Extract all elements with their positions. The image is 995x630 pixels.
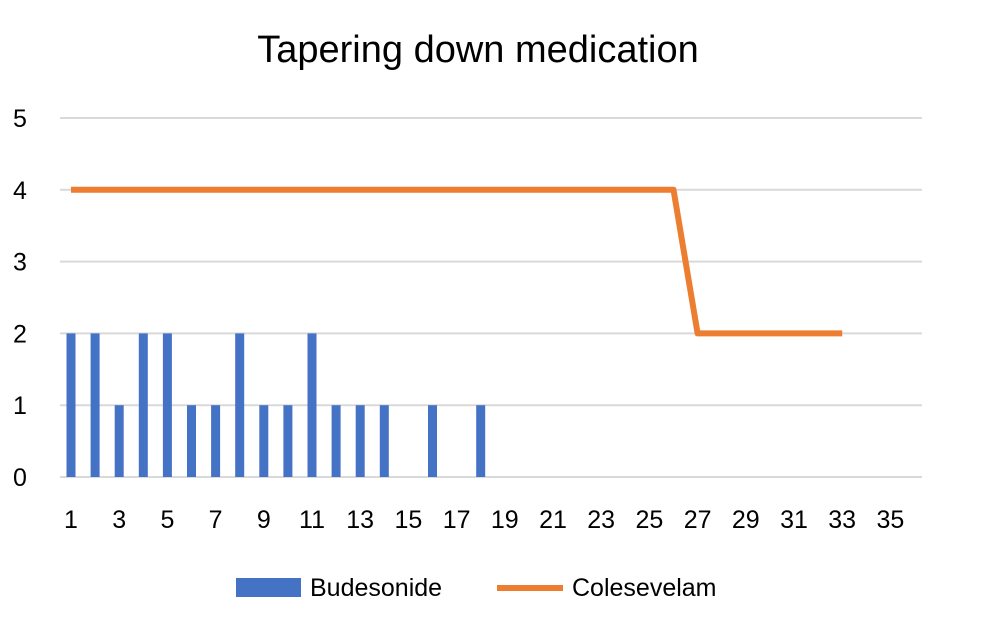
y-tick-label: 3	[13, 249, 27, 277]
chart-title: Tapering down medication	[257, 29, 699, 71]
bar-budesonide	[428, 405, 437, 477]
y-tick-label: 0	[13, 464, 27, 492]
x-tick-label: 27	[684, 506, 712, 534]
y-axis-ticks: 0 1 2 3 4 5	[13, 105, 27, 492]
x-tick-label: 25	[635, 506, 663, 534]
legend-label-colesevelam: Colesevelam	[572, 574, 717, 602]
bar-budesonide	[307, 333, 317, 477]
bar-budesonide	[355, 405, 365, 477]
x-tick-label: 5	[160, 506, 174, 534]
x-tick-label: 17	[443, 506, 471, 534]
bar-budesonide	[331, 405, 341, 477]
bar-budesonide	[283, 405, 293, 477]
x-tick-label: 13	[346, 506, 374, 534]
x-tick-label: 21	[539, 506, 567, 534]
legend-swatch-budesonide	[236, 578, 301, 597]
x-tick-label: 19	[491, 506, 519, 534]
bar-budesonide	[66, 333, 76, 477]
line-colesevelam	[71, 186, 843, 337]
x-tick-label: 29	[732, 506, 760, 534]
x-tick-label: 7	[209, 506, 223, 534]
bar-budesonide	[235, 333, 245, 477]
x-tick-label: 3	[112, 506, 126, 534]
y-tick-label: 4	[13, 177, 27, 205]
y-tick-label: 5	[13, 105, 27, 133]
legend-label-budesonide: Budesonide	[310, 574, 442, 602]
legend: Budesonide Colesevelam	[236, 574, 717, 602]
budesonide-bars	[66, 333, 486, 477]
bar-budesonide	[476, 405, 486, 477]
bar-budesonide	[138, 333, 148, 477]
x-tick-label: 33	[828, 506, 856, 534]
x-tick-label: 1	[64, 506, 78, 534]
x-axis-ticks: 1 3 5 7 9 11 13 15 17 19 21 23 25 27 29 31 33 35	[64, 506, 904, 534]
bar-budesonide	[187, 405, 196, 477]
x-tick-label: 23	[587, 506, 615, 534]
y-tick-label: 1	[13, 392, 27, 420]
x-tick-label: 31	[780, 506, 808, 534]
x-tick-label: 35	[876, 506, 904, 534]
x-tick-label: 9	[257, 506, 271, 534]
bar-budesonide	[379, 405, 389, 477]
bar-budesonide	[211, 405, 221, 477]
x-tick-label: 15	[394, 506, 422, 534]
colesevelam-line-group	[71, 186, 843, 337]
y-tick-label: 2	[13, 320, 27, 348]
bar-budesonide	[90, 333, 100, 477]
x-tick-label: 11	[299, 506, 325, 534]
bar-budesonide	[114, 405, 124, 477]
bar-budesonide	[162, 333, 172, 477]
bar-budesonide	[259, 405, 269, 477]
